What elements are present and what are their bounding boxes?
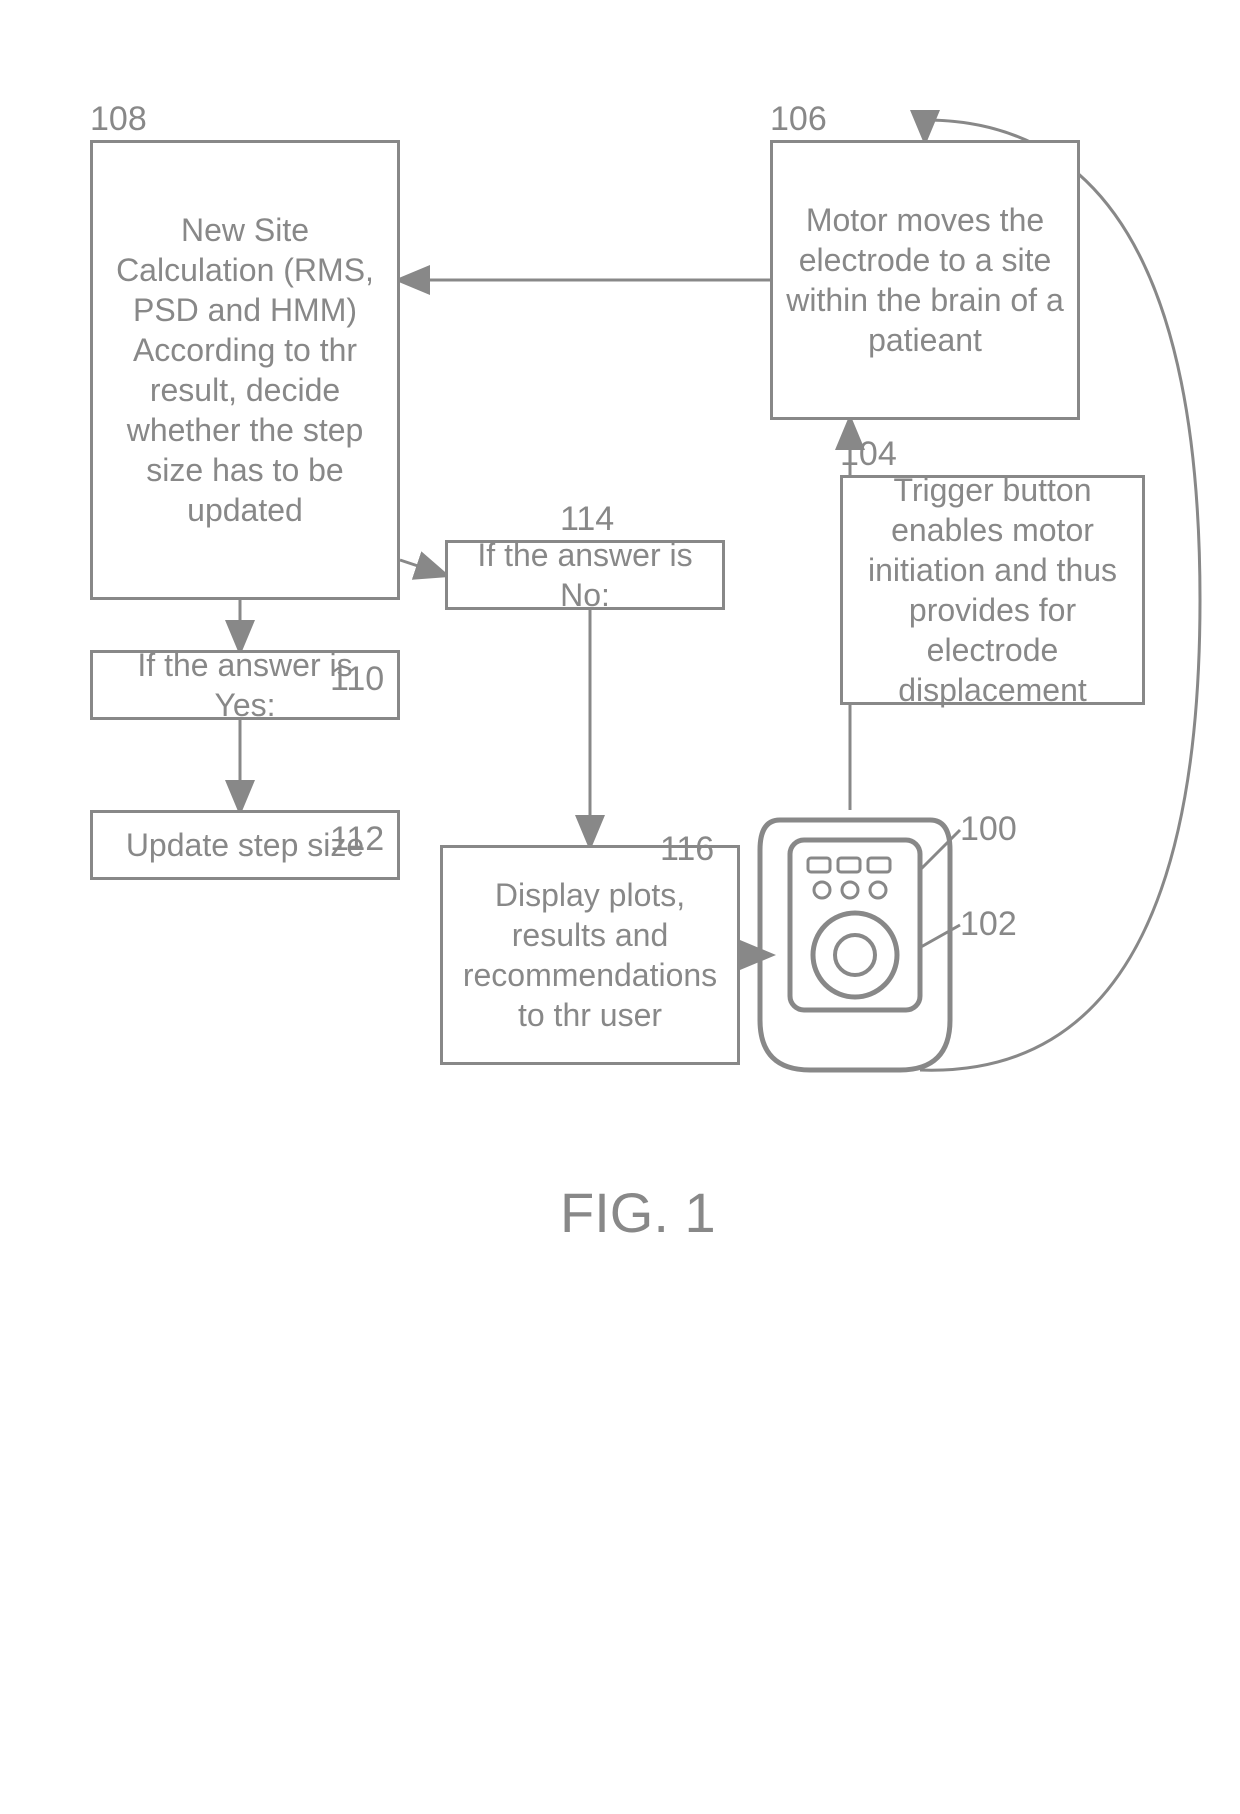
node-114-answer-no: If the answer is No: — [445, 540, 725, 610]
node-114-text: If the answer is No: — [460, 535, 710, 615]
device-100-id-label: 100 — [960, 810, 1017, 849]
node-106-text: Motor moves the electrode to a site with… — [785, 200, 1065, 360]
device-100 — [750, 810, 960, 1085]
node-108-new-site-calc: New Site Calculation (RMS, PSD and HMM)A… — [90, 140, 400, 600]
node-108-text: New Site Calculation (RMS, PSD and HMM)A… — [105, 210, 385, 530]
node-116-text: Display plots, results and recommendatio… — [455, 875, 725, 1035]
device-102-id-label: 102 — [960, 905, 1017, 944]
node-112-id-label: 112 — [330, 820, 384, 859]
node-104-id-label: 104 — [840, 435, 897, 474]
node-116-id-label: 116 — [660, 830, 714, 869]
node-112-text: Update step size — [126, 825, 364, 865]
flowchart-canvas: New Site Calculation (RMS, PSD and HMM)A… — [0, 0, 1240, 1814]
node-108-id-label: 108 — [90, 100, 147, 139]
node-106-motor-moves: Motor moves the electrode to a site with… — [770, 140, 1080, 420]
node-104-trigger-button: Trigger button enables motor initiation … — [840, 475, 1145, 705]
device-svg — [750, 810, 960, 1080]
node-116-display: Display plots, results and recommendatio… — [440, 845, 740, 1065]
node-106-id-label: 106 — [770, 100, 827, 139]
figure-label: FIG. 1 — [560, 1180, 716, 1245]
node-110-id-label: 110 — [330, 660, 384, 699]
node-114-id-label: 114 — [560, 500, 614, 539]
node-104-text: Trigger button enables motor initiation … — [855, 470, 1130, 710]
